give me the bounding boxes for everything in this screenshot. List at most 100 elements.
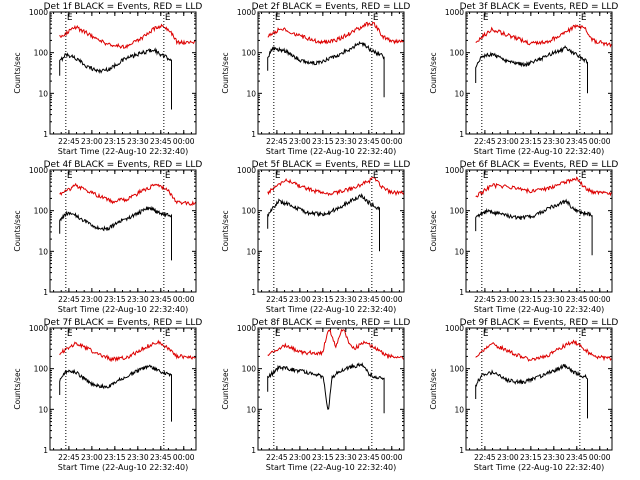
- x-axis-label: Start Time (22-Aug-10 22:32:40): [474, 305, 605, 314]
- x-tick-label: 23:15: [520, 137, 542, 146]
- x-tick-label: 00:00: [173, 137, 195, 146]
- x-tick-label: 23:30: [335, 295, 357, 304]
- y-tick-label: 1000: [445, 8, 464, 17]
- events-series-line: [267, 362, 385, 414]
- x-tick-label: 00:00: [381, 453, 403, 462]
- x-tick-label: 23:45: [566, 295, 588, 304]
- time-marker-label: E: [581, 171, 587, 181]
- lld-series-line: [59, 23, 196, 50]
- chart-title: Det 4f BLACK = Events, RED = LLD: [44, 160, 203, 170]
- y-tick-label: 1000: [29, 166, 48, 175]
- x-tick-label: 23:15: [104, 295, 126, 304]
- plot-area: [267, 328, 404, 414]
- x-axis-label: Start Time (22-Aug-10 22:32:40): [474, 463, 605, 472]
- y-tick-label: 1000: [237, 166, 256, 175]
- x-tick-label: 22:45: [58, 295, 80, 304]
- x-tick-label: 23:00: [497, 295, 519, 304]
- plot-area: [59, 339, 196, 422]
- lld-series-line: [475, 339, 612, 362]
- x-tick-label: 22:45: [266, 295, 288, 304]
- time-marker-label: E: [165, 171, 171, 181]
- y-tick-label: 10: [454, 89, 464, 98]
- x-tick-label: 23:00: [81, 137, 103, 146]
- x-tick-label: 00:00: [589, 453, 611, 462]
- time-marker-label: E: [67, 171, 73, 181]
- x-axis-label: Start Time (22-Aug-10 22:32:40): [58, 463, 189, 472]
- events-series-line: [475, 45, 588, 94]
- y-axis-label: Counts/sec: [221, 368, 230, 409]
- x-tick-label: 22:45: [58, 453, 80, 462]
- y-axis-label: Counts/sec: [429, 368, 438, 409]
- plot-area: [59, 23, 196, 110]
- lld-series-line: [59, 339, 196, 363]
- x-tick-label: 00:00: [173, 295, 195, 304]
- x-tick-label: 23:15: [312, 295, 334, 304]
- time-marker-label: E: [275, 171, 281, 181]
- y-tick-label: 1: [459, 130, 464, 139]
- x-tick-label: 00:00: [589, 295, 611, 304]
- x-tick-label: 22:45: [474, 295, 496, 304]
- time-marker-label: E: [581, 13, 587, 23]
- time-marker-label: E: [373, 13, 379, 23]
- x-axis-label: Start Time (22-Aug-10 22:32:40): [58, 147, 189, 156]
- plot-area: [475, 24, 612, 94]
- chart-title: Det 7f BLACK = Events, RED = LLD: [44, 318, 203, 328]
- x-tick-label: 23:30: [543, 453, 565, 462]
- x-tick-label: 23:30: [335, 137, 357, 146]
- chart-title: Det 8f BLACK = Events, RED = LLD: [252, 318, 411, 328]
- x-tick-label: 00:00: [173, 453, 195, 462]
- lld-series-line: [267, 176, 404, 197]
- time-marker-label: E: [165, 329, 171, 339]
- time-marker-label: E: [275, 329, 281, 339]
- x-tick-label: 22:45: [266, 453, 288, 462]
- y-tick-label: 1000: [29, 324, 48, 333]
- y-tick-label: 1: [251, 446, 256, 455]
- x-axis-label: Start Time (22-Aug-10 22:32:40): [474, 147, 605, 156]
- events-series-line: [59, 364, 172, 422]
- x-tick-label: 23:30: [127, 453, 149, 462]
- y-tick-label: 100: [242, 365, 257, 374]
- axes-frame: [257, 11, 405, 135]
- x-tick-label: 23:30: [127, 295, 149, 304]
- x-tick-label: 23:45: [358, 137, 380, 146]
- time-marker-label: E: [165, 13, 171, 23]
- y-tick-label: 1: [43, 446, 48, 455]
- x-tick-label: 22:45: [474, 137, 496, 146]
- axes-frame: [49, 169, 197, 293]
- lld-series-line: [59, 182, 196, 206]
- events-series-line: [59, 205, 172, 261]
- y-tick-label: 10: [246, 89, 256, 98]
- axes-frame: [49, 11, 197, 135]
- y-tick-label: 100: [450, 207, 465, 216]
- x-tick-label: 23:15: [104, 453, 126, 462]
- x-tick-label: 23:00: [497, 137, 519, 146]
- y-tick-label: 100: [34, 49, 49, 58]
- axes-frame: [257, 327, 405, 451]
- plot-area: [475, 339, 612, 419]
- plot-area: [267, 176, 404, 252]
- x-axis-label: Start Time (22-Aug-10 22:32:40): [266, 147, 397, 156]
- x-tick-label: 23:15: [104, 137, 126, 146]
- y-tick-label: 1: [251, 288, 256, 297]
- x-tick-label: 23:15: [312, 453, 334, 462]
- y-axis-label: Counts/sec: [221, 210, 230, 251]
- axes-frame: [257, 169, 405, 293]
- y-axis-label: Counts/sec: [13, 52, 22, 93]
- y-tick-label: 100: [242, 49, 257, 58]
- y-tick-label: 10: [454, 247, 464, 256]
- y-tick-label: 10: [38, 89, 48, 98]
- y-axis-label: Counts/sec: [13, 210, 22, 251]
- plot-area: [475, 176, 612, 256]
- y-tick-label: 10: [38, 405, 48, 414]
- y-tick-label: 1000: [29, 8, 48, 17]
- plot-area: [59, 182, 196, 261]
- time-marker-label: E: [483, 13, 489, 23]
- y-axis-label: Counts/sec: [13, 368, 22, 409]
